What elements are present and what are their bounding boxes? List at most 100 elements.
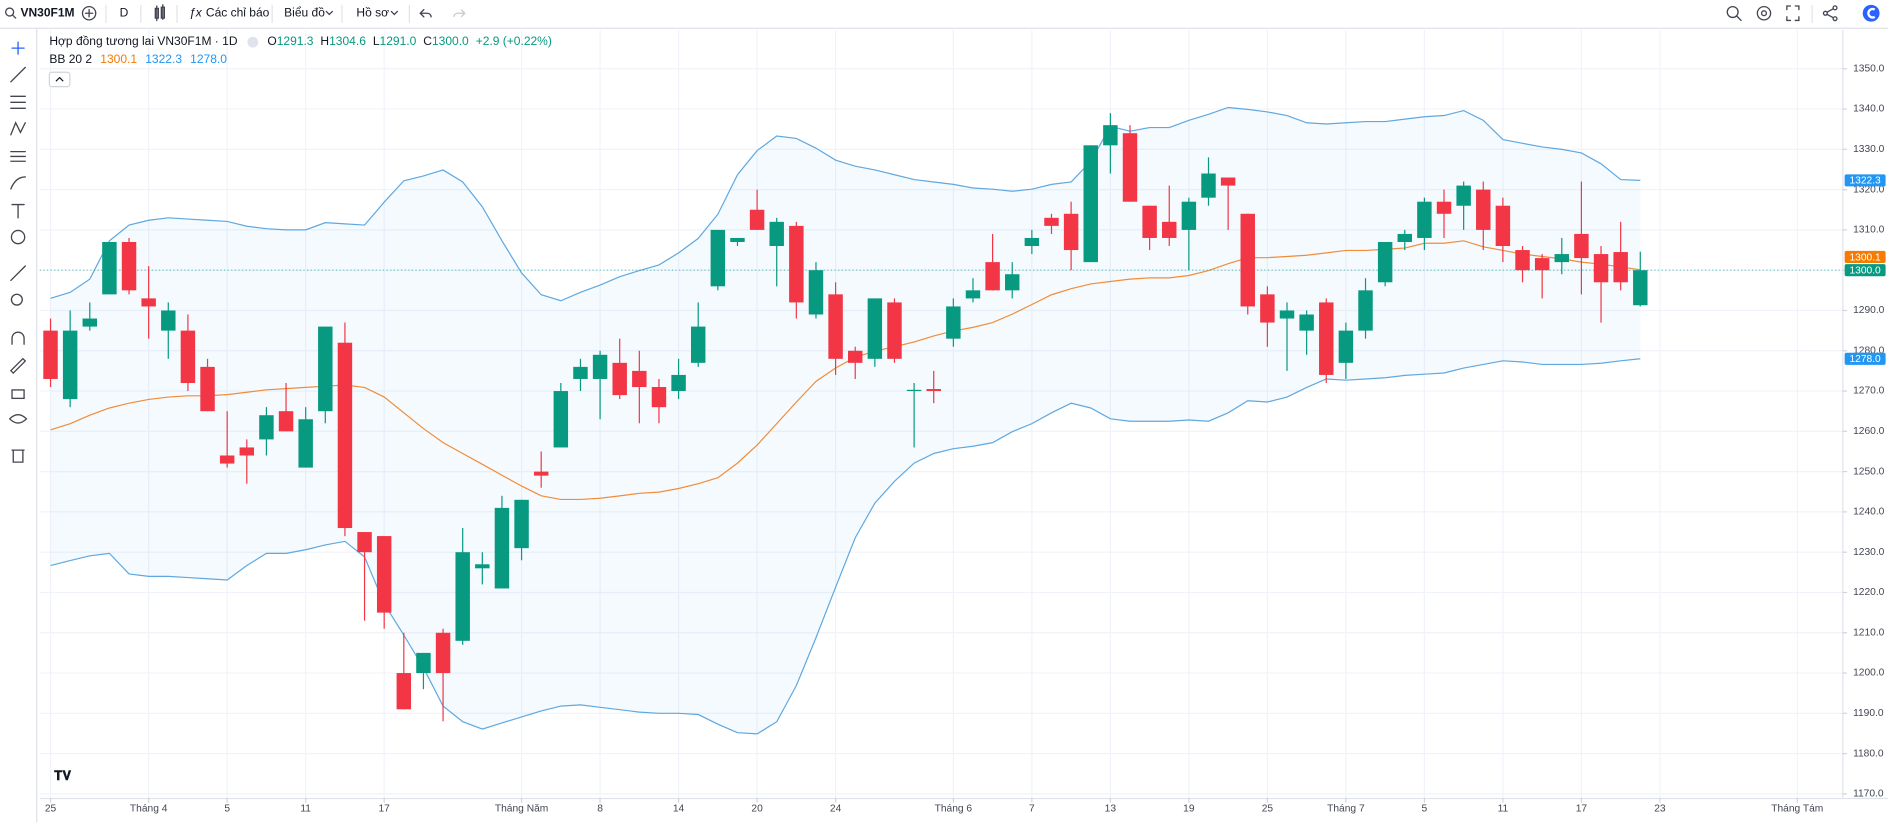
candle-body <box>1122 133 1138 202</box>
candle-body <box>376 536 392 613</box>
candle-body <box>219 455 235 464</box>
x-tick-label: 17 <box>1576 803 1588 814</box>
price-tag <box>1844 264 1886 277</box>
delete-tool[interactable] <box>11 449 25 463</box>
candle-body <box>612 362 627 396</box>
lock-tool[interactable] <box>11 389 25 400</box>
price-tag <box>1844 174 1886 187</box>
candle-body <box>1515 250 1530 271</box>
candle-body <box>1338 330 1354 363</box>
indicators-icon[interactable]: ƒx <box>189 5 203 19</box>
fullscreen-icon[interactable] <box>1786 5 1800 22</box>
x-tick-label: 5 <box>1422 803 1428 814</box>
candle-body <box>357 532 372 553</box>
candle-body <box>396 673 412 710</box>
watermark: 𝐓𝐕 <box>54 768 72 783</box>
candle-body <box>710 229 726 287</box>
dropdown-caret <box>325 10 333 16</box>
candle-body <box>1633 270 1648 306</box>
candle-body <box>1593 254 1609 283</box>
ohlc-value: 1291.0 <box>380 34 417 48</box>
x-tick-label: Tháng Tám <box>1771 803 1823 814</box>
candle-body <box>651 387 667 408</box>
settings-icon[interactable] <box>1756 5 1772 21</box>
zoom-tool[interactable] <box>10 293 23 306</box>
chart-menu-button[interactable]: Biểu đồ <box>284 5 325 19</box>
x-tick-label: 17 <box>378 803 390 814</box>
candle-body <box>592 354 608 379</box>
y-tick-label: 1280.0 <box>1853 345 1885 356</box>
candle-body <box>690 326 706 363</box>
candle-body <box>200 366 215 412</box>
legend-toggle[interactable] <box>247 36 259 48</box>
candle-body <box>82 318 98 327</box>
chart-style-icon[interactable] <box>154 4 166 22</box>
candle-body <box>259 415 274 440</box>
collapse-button[interactable] <box>48 71 71 88</box>
bb-middle-line <box>50 240 1641 501</box>
candle-body <box>1103 125 1118 146</box>
y-tick-label: 1210.0 <box>1853 627 1885 638</box>
candle-body <box>906 389 922 392</box>
ohlc-label: L <box>373 34 380 48</box>
candle-body <box>494 507 510 589</box>
trend-line-tool[interactable] <box>10 66 26 83</box>
logo-mark <box>1867 7 1876 19</box>
price-tag-label: 1300.1 <box>1849 252 1881 263</box>
candle-body <box>416 652 431 674</box>
profile-button[interactable]: Hồ sơ <box>356 5 389 19</box>
compare-icon[interactable] <box>81 5 97 21</box>
candle-body <box>749 209 765 230</box>
visibility-tool[interactable] <box>8 413 28 424</box>
candle-body <box>769 221 784 247</box>
candle-body <box>946 306 961 339</box>
candle-body <box>671 374 686 392</box>
undo-icon[interactable] <box>419 8 432 18</box>
fib-tool[interactable] <box>10 95 26 109</box>
measure-tool[interactable] <box>10 265 26 282</box>
x-tick-label: Tháng 7 <box>1327 803 1365 814</box>
draw-mode-tool[interactable] <box>9 357 27 375</box>
candle-body <box>847 350 863 363</box>
candle-body <box>298 419 313 468</box>
logo <box>1862 4 1880 22</box>
y-tick-label: 1250.0 <box>1853 466 1885 477</box>
candle-body <box>278 411 294 432</box>
y-tick-label: 1310.0 <box>1853 225 1885 236</box>
candle-body <box>1358 290 1373 331</box>
price-tag-label: 1278.0 <box>1849 354 1881 365</box>
x-tick-label: Tháng 4 <box>130 803 168 814</box>
candle-body <box>121 241 137 291</box>
y-tick-label: 1270.0 <box>1853 386 1885 397</box>
magnet-tool[interactable] <box>11 331 25 345</box>
candle-body <box>985 262 1000 291</box>
crosshair-tool[interactable] <box>11 41 25 55</box>
x-tick-label: Tháng 6 <box>935 803 973 814</box>
candle-body <box>1220 177 1236 186</box>
y-tick-label: 1290.0 <box>1853 305 1885 316</box>
icon-tool[interactable] <box>10 229 26 245</box>
brush-tool[interactable] <box>10 176 26 190</box>
indicators-button[interactable]: Các chỉ báo <box>206 5 270 19</box>
y-tick-label: 1180.0 <box>1853 748 1884 759</box>
text-tool[interactable] <box>11 203 25 219</box>
y-tick-label: 1240.0 <box>1853 507 1885 518</box>
bb-value: 1278.0 <box>190 52 227 66</box>
interval-button[interactable]: D <box>120 5 129 19</box>
symbol-button[interactable]: VN30F1M <box>20 5 74 19</box>
pattern-tool[interactable] <box>10 121 26 136</box>
search-icon[interactable] <box>4 7 17 19</box>
candle-body <box>514 499 529 549</box>
candle-body <box>455 552 470 641</box>
candle-body <box>141 298 156 307</box>
ohlc-label: H <box>320 34 329 48</box>
candle-body <box>965 290 981 299</box>
bb-label: BB 20 2 <box>49 52 92 66</box>
share-icon[interactable] <box>1822 5 1838 22</box>
x-tick-label: 19 <box>1183 803 1195 814</box>
y-tick-label: 1230.0 <box>1853 547 1885 558</box>
zoom-icon[interactable] <box>1726 5 1742 22</box>
projection-tool[interactable] <box>10 150 26 162</box>
redo-icon[interactable] <box>453 9 466 18</box>
price-tag-label: 1322.3 <box>1849 176 1881 187</box>
